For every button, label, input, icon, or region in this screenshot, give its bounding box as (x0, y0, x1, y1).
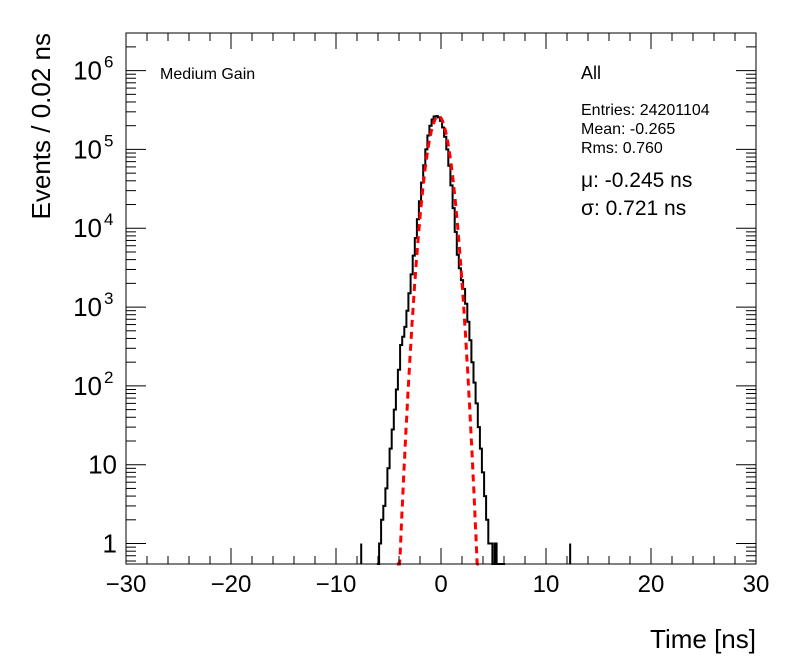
y-tick-exponent: 6 (104, 53, 113, 72)
histogram-outline (376, 115, 506, 565)
y-tick-label: 10 (73, 292, 102, 322)
y-axis-label: Events / 0.02 ns (26, 33, 56, 219)
y-tick-exponent: 5 (104, 131, 113, 150)
y-tick-label: 10 (73, 213, 102, 243)
fit-mu-label: μ: -0.245 ns (581, 169, 692, 192)
entries-stat: Entries: 24201104 (581, 102, 710, 119)
x-tick-label: 0 (434, 571, 447, 598)
rms-stat: Rms: 0.760 (581, 140, 663, 157)
x-axis-label: Time [ns] (650, 624, 756, 654)
y-tick-label: 10 (73, 371, 102, 401)
x-tick-label: 10 (533, 571, 560, 598)
y-tick-exponent: 2 (104, 368, 113, 387)
y-tick-exponent: 4 (104, 210, 113, 229)
y-tick-exponent: 3 (104, 289, 113, 308)
y-tick-label: 10 (88, 450, 117, 480)
x-tick-label: 20 (638, 571, 665, 598)
gain-label: Medium Gain (160, 66, 255, 83)
gaussian-fit-layer (396, 114, 481, 566)
fit-sigma-label: σ: 0.721 ns (581, 197, 686, 220)
x-axis-ticks: −30 −20 −10 0 10 20 30 (106, 33, 770, 598)
x-tick-label: −20 (211, 571, 252, 598)
y-tick-label: 10 (73, 56, 102, 86)
x-tick-label: −30 (106, 571, 147, 598)
mean-stat: Mean: -0.265 (581, 121, 675, 138)
selection-label: All (581, 63, 601, 83)
x-tick-label: −10 (316, 571, 357, 598)
x-tick-label: 30 (743, 571, 770, 598)
gaussian-fit-curve (396, 114, 481, 566)
y-tick-label: 10 (73, 134, 102, 164)
histogram-layer (360, 115, 572, 565)
y-tick-label: 1 (103, 529, 117, 559)
